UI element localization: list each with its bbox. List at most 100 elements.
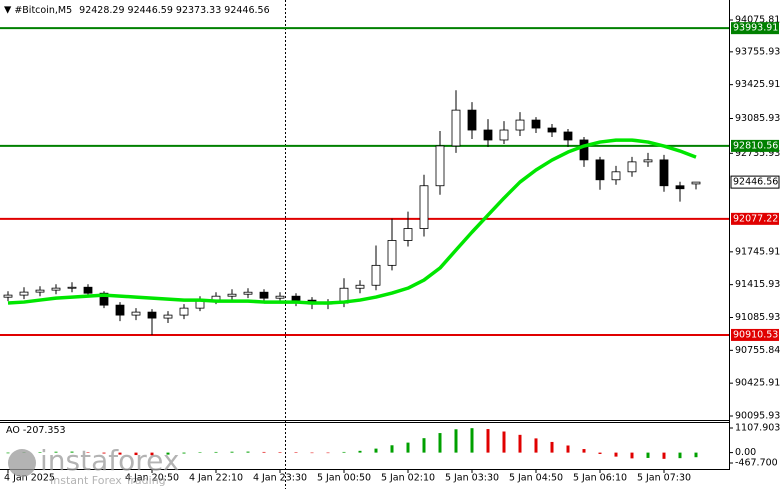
level-tag xyxy=(731,212,779,225)
x-tick-label: 5 Jan 06:10 xyxy=(573,473,627,484)
y-tick-label: 91745.91 xyxy=(735,246,780,257)
level-label: 93993.91 xyxy=(733,23,778,34)
ao-bar xyxy=(582,449,586,453)
x-tick-label: 5 Jan 00:50 xyxy=(317,473,371,484)
y-tick-label: 92735.93 xyxy=(735,148,780,159)
symbol: #Bitcoin,M5 xyxy=(14,5,72,16)
ao-bar xyxy=(374,448,378,453)
candle-body xyxy=(403,228,413,241)
level-tag xyxy=(731,328,779,341)
ao-bar xyxy=(486,429,490,453)
watermark-tagline: Instant Forex Trading xyxy=(50,474,166,487)
candle-body xyxy=(67,286,77,289)
candle-body xyxy=(515,119,525,131)
x-tick-label: 4 Jan 20:50 xyxy=(125,473,179,484)
y-tick-label: 91415.93 xyxy=(735,279,780,290)
y-tick-label: 90425.91 xyxy=(735,378,780,389)
last-price-label: 92446.56 xyxy=(733,177,778,188)
candle-body xyxy=(675,185,685,190)
ao-bar xyxy=(230,451,234,453)
ao-bar xyxy=(134,452,138,456)
candle-body xyxy=(179,307,189,316)
y-tick-label: 1107.903 xyxy=(735,423,780,434)
close: 92446.56 xyxy=(224,5,269,16)
candle-body xyxy=(659,159,669,187)
y-tick-label: 93085.93 xyxy=(735,113,780,124)
candle-body xyxy=(83,286,93,294)
x-tick-label: 5 Jan 07:30 xyxy=(637,473,691,484)
candle-body xyxy=(691,181,701,185)
ao-bar xyxy=(518,434,522,453)
watermark-logo xyxy=(8,449,36,477)
level-tag xyxy=(731,22,779,35)
candle-body xyxy=(579,139,589,161)
level-label: 92077.22 xyxy=(733,213,778,224)
moving-average xyxy=(7,138,697,305)
y-tick-label: 93755.93 xyxy=(735,46,780,57)
ao-bar xyxy=(406,442,410,453)
ao-bar xyxy=(566,445,570,453)
candle-body xyxy=(435,145,445,187)
ao-bar xyxy=(102,452,106,454)
y-tick-label: -467.700 xyxy=(735,458,778,469)
ao-bar xyxy=(598,452,602,454)
y-tick-label: 0.00 xyxy=(735,447,756,458)
ao-bar xyxy=(118,452,122,455)
candle-body xyxy=(451,109,461,147)
ao-bar xyxy=(454,429,458,453)
ao-bar xyxy=(214,451,218,453)
ao-bar xyxy=(54,451,58,453)
indicator-label: AO -207.353 xyxy=(6,425,66,436)
header: ▼ #Bitcoin,M5 92428.29 92446.59 92373.33… xyxy=(4,5,270,16)
high: 92446.59 xyxy=(128,5,173,16)
low: 92373.33 xyxy=(176,5,221,16)
candle-body xyxy=(531,119,541,129)
candle-body xyxy=(499,129,509,141)
candle-body xyxy=(355,284,365,289)
candle-body xyxy=(35,289,45,293)
last-price-tag xyxy=(730,175,780,189)
ao-bar xyxy=(422,438,426,453)
candle-body xyxy=(163,314,173,319)
candle-body xyxy=(227,293,237,297)
candle-body xyxy=(563,131,573,141)
candle-body xyxy=(3,294,13,298)
candle-body xyxy=(243,291,253,295)
candle-body xyxy=(643,159,653,163)
indicator-name: AO xyxy=(6,425,20,436)
ao-bar xyxy=(326,452,330,454)
x-tick-label: 5 Jan 02:10 xyxy=(381,473,435,484)
ao-bar xyxy=(182,452,186,454)
ao-bar xyxy=(502,431,506,453)
ao-bar xyxy=(630,452,634,459)
x-tick-label: 4 Jan 22:10 xyxy=(189,473,243,484)
indicator-value: -207.353 xyxy=(23,425,66,436)
x-tick-label: 5 Jan 03:30 xyxy=(445,473,499,484)
ao-bar xyxy=(550,441,554,453)
candle-body xyxy=(131,311,141,316)
ao-bar xyxy=(614,452,618,457)
candle-body xyxy=(627,161,637,173)
candle-body xyxy=(483,129,493,141)
candle-body xyxy=(467,109,477,131)
y-tick-label: 94075.81 xyxy=(735,14,780,25)
ao-bar xyxy=(310,452,314,454)
candle-body xyxy=(19,291,29,296)
ao-bar xyxy=(678,452,682,459)
ao-bar xyxy=(358,450,362,453)
ao-bar xyxy=(6,452,10,454)
candle-body xyxy=(291,295,301,301)
x-tick-label: 4 Jan 2025 xyxy=(4,473,55,484)
ao-bar xyxy=(246,451,250,453)
candle-body xyxy=(115,304,125,316)
y-tick-label: 93425.91 xyxy=(735,79,780,90)
ao-bar xyxy=(70,451,74,453)
y-tick-label: 90755.84 xyxy=(735,345,780,356)
candle-body xyxy=(99,292,109,306)
level-tag xyxy=(731,139,779,152)
ao-bar xyxy=(38,452,42,453)
x-tick-label: 5 Jan 04:50 xyxy=(509,473,563,484)
ao-bar xyxy=(166,452,170,455)
candle-body xyxy=(371,264,381,286)
